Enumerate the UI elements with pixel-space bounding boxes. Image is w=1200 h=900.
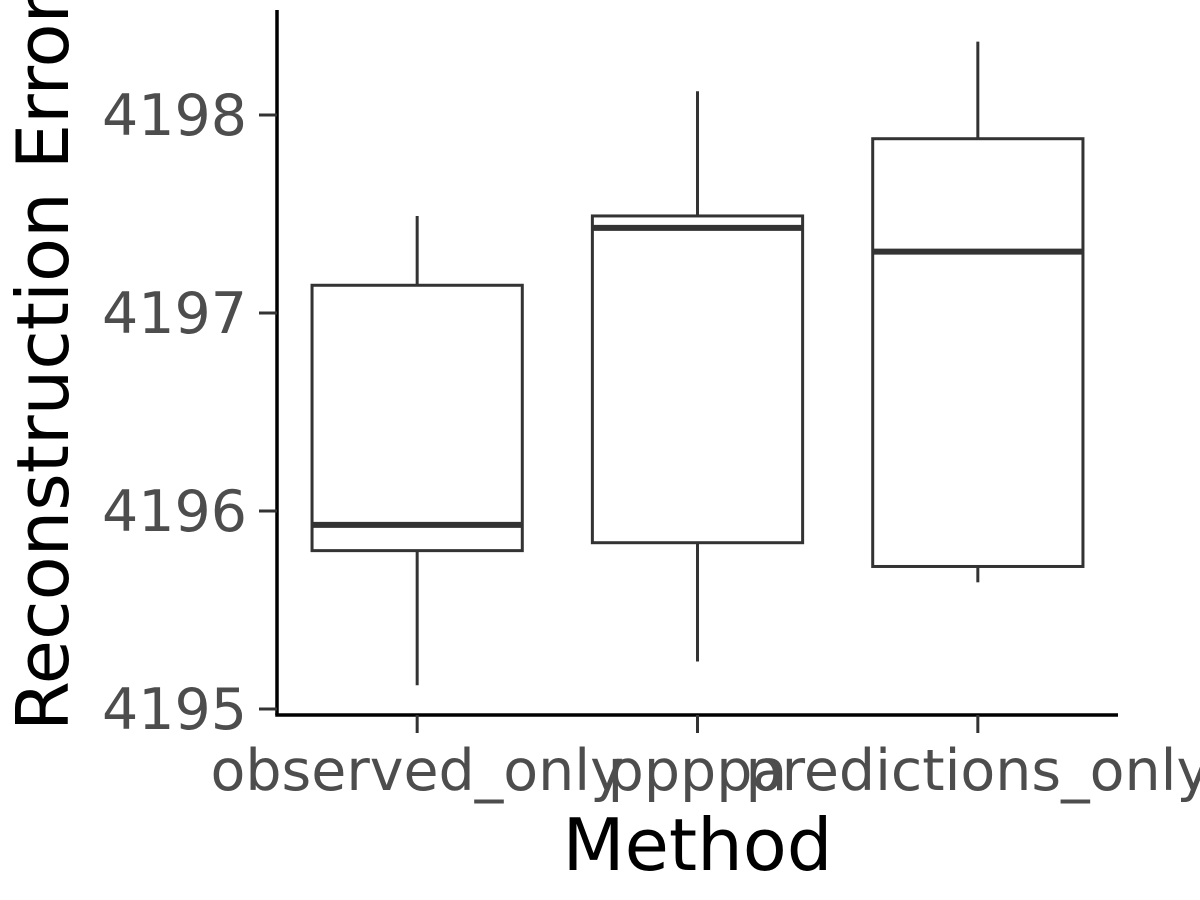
y-tick-label: 4195 — [102, 677, 247, 743]
box-group-ppppa — [590, 91, 805, 662]
y-axis-title: Reconstruction Error — [1, 0, 85, 731]
x-axis-title: Method — [562, 803, 832, 887]
iqr-box — [590, 214, 805, 545]
y-tick-label: 4197 — [102, 281, 247, 347]
x-tick-label: observed_only — [211, 738, 624, 804]
y-axis-ticks: 4195 4196 4197 4198 — [102, 83, 277, 743]
y-tick-label: 4196 — [102, 479, 247, 545]
iqr-box — [871, 137, 1085, 568]
y-tick-label: 4198 — [102, 83, 247, 149]
x-tick-label: ppppa — [608, 738, 788, 804]
box-group-predictions_only — [871, 41, 1085, 583]
x-tick-label: predictions_only — [745, 738, 1200, 804]
iqr-box — [310, 283, 524, 553]
boxes-layer — [310, 41, 1085, 686]
box-group-observed_only — [310, 215, 524, 686]
